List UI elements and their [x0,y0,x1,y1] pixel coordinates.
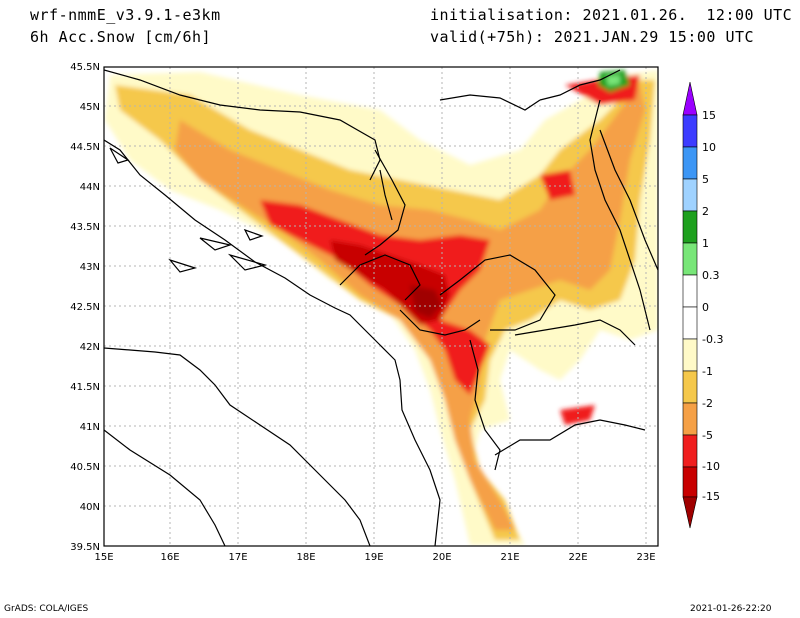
colorbar-box-9 [682,370,698,404]
colorbar-box-6 [682,274,698,308]
island-2 [227,253,268,271]
colorbar-label: -10 [702,460,720,473]
lat-tick: 44.5N [70,142,100,153]
footer-timestamp: 2021-01-26-22:20 [690,604,772,614]
border-bulgaria [589,99,651,331]
colorbar-label: 15 [702,109,716,122]
lat-tick: 39.5N [70,542,100,553]
colorbar-box-5 [682,242,698,276]
colorbar-label: 2 [702,205,709,218]
snow-patch-red-3 [560,405,595,425]
lat-tick: 41N [80,422,100,433]
lon-tick: 16E [160,552,179,563]
border-serbia-west [364,149,406,256]
border-kosovo [439,254,556,331]
island-5 [243,228,264,241]
island-1 [199,237,233,251]
colorbar-top-arrow [682,81,698,116]
italy-coast [104,347,371,546]
valid-time: valid(+75h): 2021.JAN.29 15:00 UTC [430,28,755,46]
lat-tick: 45.5N [70,62,100,73]
lon-tick: 19E [364,552,383,563]
colorbar-label: -1 [702,365,713,378]
lon-tick: 23E [636,552,655,563]
adriatic-east-coast [104,139,441,546]
colorbar-box-8 [682,338,698,372]
border-bosnia-north [104,69,381,181]
lon-tick: 22E [568,552,587,563]
border-macedonia [514,319,636,346]
lon-tick: 17E [228,552,247,563]
colorbar-box-2 [682,146,698,180]
colorbar-box-3 [682,178,698,212]
lat-tick: 40.5N [70,462,100,473]
island-4 [109,147,130,164]
colorbar-label: 5 [702,173,709,186]
field-title: 6h Acc.Snow [cm/6h] [30,28,212,46]
italy-heel [104,429,226,546]
colorbar-label: 0 [702,301,709,314]
colorbar-label: -5 [702,429,713,442]
init-time: initialisation: 2021.01.26. 12:00 UTC [430,6,793,24]
snow-field [104,67,658,546]
colorbar-box-1 [682,114,698,148]
border-greece [494,419,646,456]
lon-tick-labels: 15E 16E 17E 18E 19E 20E 21E 22E 23E [94,552,655,563]
lon-tick: 20E [432,552,451,563]
lat-tick: 40N [80,502,100,513]
colorbar-box-4 [682,210,698,244]
island-3 [168,258,198,273]
colorbar-label: 10 [702,141,716,154]
colorbar-label: -15 [702,490,720,503]
colorbar-box-7 [682,306,698,340]
colorbar-box-12 [682,466,698,498]
lat-tick-labels: 45.5N 45N 44.5N 44N 43.5N 43N 42.5N 42N … [70,62,100,553]
lon-tick: 18E [296,552,315,563]
colorbar-label: 0.3 [702,269,720,282]
snow-area-red [260,200,490,395]
lat-tick: 42N [80,342,100,353]
lat-tick: 42.5N [70,302,100,313]
coastlines-borders [104,69,658,546]
snow-area-maroon [410,285,442,318]
lon-tick: 21E [500,552,519,563]
colorbar-box-10 [682,402,698,436]
lat-tick: 45N [80,102,100,113]
footer-credit: GrADS: COLA/IGES [4,604,89,614]
snow-patch-red-2 [540,170,575,200]
border-albania-north [399,309,481,336]
colorbar: 15 10 5 2 1 0.3 0 -0.3 -1 -2 -5 -10 -15 [682,81,723,529]
map-frame [103,66,659,547]
model-title: wrf-nmmE_v3.9.1-e3km [30,6,221,24]
border-serbia-east [539,69,621,101]
snow-patch-lightgreen [606,75,620,86]
colorbar-label: -2 [702,397,713,410]
lat-tick: 44N [80,182,100,193]
colorbar-box-11 [682,434,698,468]
border-montenegro [339,254,421,301]
colorbar-label: -0.3 [702,333,723,346]
border-bosnia-east [379,169,393,221]
colorbar-bottom-arrow [682,496,698,529]
border-albania-east [469,339,501,471]
lat-tick: 43.5N [70,222,100,233]
danube-border [439,94,541,111]
lon-tick: 15E [94,552,113,563]
lat-tick: 41.5N [70,382,100,393]
lat-tick: 43N [80,262,100,273]
colorbar-label: 1 [702,237,709,250]
border-romania [599,129,658,271]
